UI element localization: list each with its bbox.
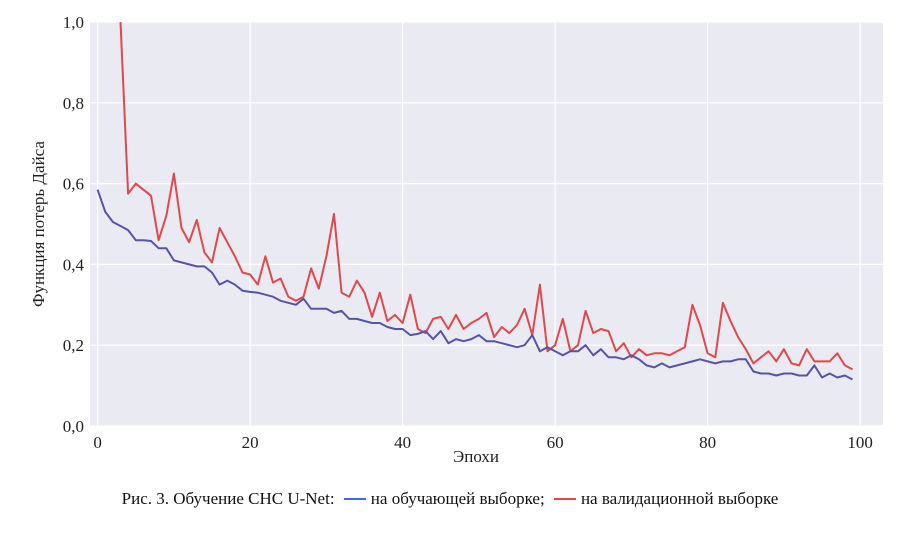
x-tick-label: 60 [547, 433, 564, 452]
caption-val-text: на валидационной выборке [580, 489, 779, 508]
grid-lines [90, 21, 883, 427]
y-tick-label: 0,4 [63, 255, 85, 274]
series-lines [96, 21, 853, 381]
val-loss-line [119, 21, 853, 371]
x-tick-label: 80 [699, 433, 716, 452]
x-tick-label: 0 [93, 433, 102, 452]
y-tick-label: 1,0 [63, 13, 84, 32]
y-tick-label: 0,8 [63, 94, 84, 113]
train-legend-swatch [343, 498, 366, 501]
y-tick-labels: 0,0 0,2 0,4 0,6 0,8 1,0 [63, 13, 85, 436]
caption-prefix: Рис. 3. Обучение СНС U-Net: [121, 489, 335, 508]
caption-train-text: на обучающей выборке; [370, 489, 545, 508]
plot-area [90, 22, 883, 426]
figure-caption: Рис. 3. Обучение СНС U-Net: на обучающей… [0, 489, 900, 509]
y-tick-label: 0,6 [63, 175, 84, 194]
y-axis-label: Функция потерь Дайса [29, 141, 48, 307]
x-tick-label: 20 [242, 433, 259, 452]
y-tick-label: 0,2 [63, 336, 84, 355]
x-tick-label: 40 [394, 433, 411, 452]
x-tick-label: 100 [847, 433, 873, 452]
y-tick-label: 0,0 [63, 417, 84, 436]
train-loss-line [96, 189, 853, 381]
dice-loss-chart: 0,0 0,2 0,4 0,6 0,8 1,0 0 20 40 60 80 100 Эпохи Фу… [29, 13, 883, 466]
x-tick-labels: 0 20 40 60 80 100 [93, 433, 873, 452]
val-legend-swatch [553, 498, 576, 501]
x-axis-label: Эпохи [453, 447, 499, 466]
